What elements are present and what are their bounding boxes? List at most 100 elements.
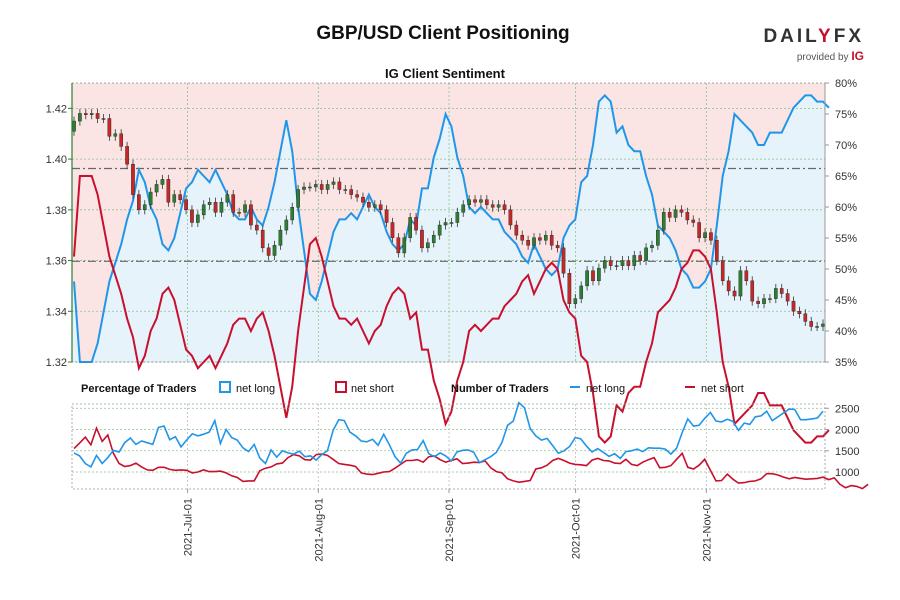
candle-body — [691, 219, 696, 223]
percent-tick-label: 35% — [835, 357, 857, 369]
percent-tick-label: 60% — [835, 202, 857, 214]
price-tick-label: 1.36 — [46, 256, 67, 268]
candle-body — [602, 260, 607, 269]
candle-body — [290, 207, 295, 221]
num-long-line — [73, 401, 824, 469]
traders-gridlines — [71, 403, 826, 490]
traders-tick-label: 2000 — [835, 425, 859, 437]
candle-body — [667, 212, 672, 218]
candle-body — [597, 267, 601, 282]
percent-tick-label: 55% — [835, 233, 857, 245]
traders-panel: 1000 1500 2000 2500 2021-Jul-01 2021-Aug-01 20… — [71, 401, 869, 562]
candle-body — [496, 204, 501, 208]
ig-logo: IG — [851, 49, 864, 63]
candle-body — [420, 229, 424, 249]
candle-body — [142, 204, 147, 211]
candle-body — [538, 237, 542, 241]
candle-body — [803, 313, 808, 322]
candle-body — [732, 290, 737, 297]
candle-body — [178, 194, 182, 200]
candle-body — [266, 247, 271, 256]
candle-body — [437, 224, 442, 236]
candle-body — [620, 260, 625, 266]
candle-body — [78, 113, 82, 122]
sentiment-axes: 1.32 1.34 1.36 1.38 1.40 1.42 35% 40% 45% 50% 55% 6… — [46, 78, 858, 369]
sentiment-gridlines — [71, 82, 826, 363]
traders-frame — [71, 403, 826, 490]
candle-body — [237, 212, 241, 214]
candle-body — [390, 222, 395, 238]
candle-body — [750, 280, 755, 302]
candle-body — [166, 179, 171, 203]
pct-short-line — [73, 175, 830, 445]
candle-body — [673, 209, 678, 218]
candle-body — [726, 280, 731, 292]
traders-tick-label: 1500 — [835, 446, 859, 458]
candle-body — [644, 247, 648, 261]
candle-body — [685, 212, 690, 221]
legend-num-long-label: net long — [586, 383, 625, 395]
candle-body — [308, 186, 312, 189]
candle-body — [768, 298, 772, 300]
candle-body — [296, 189, 300, 208]
percent-tick-label: 40% — [835, 326, 857, 338]
candle-body — [302, 186, 306, 190]
candle-body — [190, 209, 194, 223]
percent-tick-label: 65% — [835, 171, 857, 183]
candle-body — [520, 234, 525, 241]
candle-body — [260, 229, 265, 249]
candle-body — [485, 199, 489, 205]
dailyfx-logo: DAILYFX provided by IG — [763, 26, 864, 63]
candle-body — [461, 204, 466, 213]
candle-body — [797, 311, 802, 315]
percent-tick-label: 75% — [835, 109, 857, 121]
candle-body — [284, 219, 289, 231]
candle-body — [213, 202, 218, 213]
brand-sub-text: provided by — [796, 52, 849, 63]
candle-body — [219, 202, 224, 213]
candle-body — [656, 229, 660, 246]
candle-body — [372, 204, 377, 208]
candle-body — [95, 113, 100, 119]
candle-body — [526, 240, 530, 246]
candle-body — [131, 163, 135, 195]
percent-tick-label: 50% — [835, 264, 857, 276]
brand-text-right: FX — [833, 26, 864, 47]
candle-body — [661, 212, 666, 231]
percent-tick-label: 70% — [835, 140, 857, 152]
candle-body — [272, 245, 277, 256]
candle-body — [160, 179, 165, 185]
candle-body — [549, 234, 554, 246]
candle-body — [148, 191, 153, 205]
candle-body — [443, 222, 448, 226]
candle-body — [72, 120, 76, 132]
candle-body — [638, 255, 642, 261]
candle-body — [431, 234, 436, 243]
sentiment-panel: 1.32 1.34 1.36 1.38 1.40 1.42 35% 40% 45% 50% 55% 6… — [46, 66, 858, 445]
candle-body — [255, 224, 259, 231]
candle-body — [744, 270, 749, 282]
candle-body — [125, 146, 129, 165]
legend: Percentage of Traders net long net short… — [81, 381, 744, 395]
chart-subtitle: IG Client Sentiment — [385, 66, 506, 81]
traders-tick-label: 1000 — [835, 467, 859, 479]
candle-body — [579, 285, 584, 299]
brand-text-highlight: Y — [818, 26, 834, 47]
candle-body — [514, 224, 519, 236]
candle-body — [709, 232, 713, 241]
candle-body — [231, 194, 236, 213]
candle-body — [331, 181, 336, 185]
candle-body — [467, 199, 471, 205]
candle-body — [614, 265, 619, 267]
pct-long-line — [73, 93, 830, 363]
candle-body — [172, 194, 177, 203]
candle-body — [502, 204, 507, 211]
candle-body — [225, 194, 230, 203]
candle-body — [349, 189, 354, 195]
candle-body — [821, 323, 825, 327]
candle-body — [402, 237, 407, 254]
candle-body — [791, 300, 796, 312]
candle-body — [591, 270, 595, 282]
candle-body — [809, 321, 814, 327]
candle-body — [543, 234, 548, 241]
